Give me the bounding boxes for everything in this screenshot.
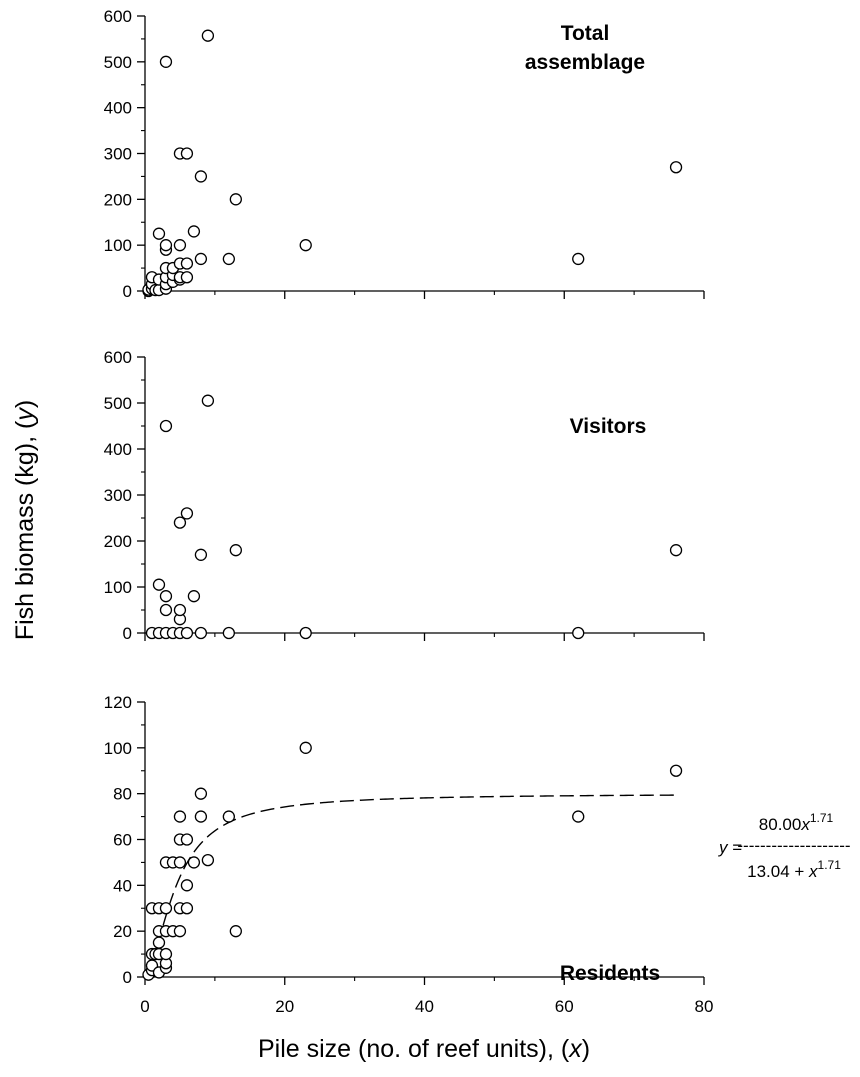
equation-numerator: 80.00x1.71 [759,811,834,834]
data-point [194,787,208,800]
data-point [173,239,187,252]
y-tick-label: 80 [113,785,132,804]
y-tick-label: 500 [104,394,132,413]
y-tick-label: 0 [123,968,132,987]
panel-3: 0 20 40 60 80 100 120 0 20 40 60 80 Residents [104,693,714,1016]
data-point [180,902,194,915]
data-point [187,590,201,603]
x-tick-label: 80 [695,997,714,1016]
y-tick-label: 300 [104,145,132,164]
panel-label: Total [561,22,610,45]
data-point [152,578,166,591]
data-point [180,257,194,270]
y-tick-label: 200 [104,190,132,209]
data-point [669,764,683,777]
y-tick-label: 0 [123,624,132,643]
data-point [299,741,312,754]
x-tick-label: 0 [140,997,149,1016]
data-point [194,626,208,640]
data-point [201,394,215,407]
data-point [180,879,194,892]
data-point [173,516,187,529]
panel-label: assemblage [525,51,645,74]
y-axis-title: Fish biomass (kg), (y) [11,400,39,640]
x-tick-label: 60 [555,997,574,1016]
data-point [194,170,208,183]
x-axis-title: Pile size (no. of reef units), (x) [258,1035,590,1063]
x-tick-label: 40 [415,997,434,1016]
y-tick-label: 100 [104,739,132,758]
data-point [222,252,236,266]
data-point [159,590,173,603]
data-point [187,856,201,869]
y-tick-label: 100 [104,578,132,597]
y-tick-label: 20 [113,922,132,941]
data-point [229,193,242,206]
panel-label: Visitors [570,415,647,438]
data-point [669,161,683,174]
data-point [159,239,173,252]
equation-lhs: y = [718,838,742,857]
x-tick-label: 20 [275,997,294,1016]
y-tick-label: 600 [104,7,132,26]
data-point [180,507,194,520]
data-point [180,271,194,284]
data-point [201,853,215,867]
data-point [173,856,187,869]
data-point [159,419,173,433]
data-point [201,29,215,42]
data-point [299,239,312,252]
data-point [180,833,194,846]
data-point [173,603,187,617]
data-point [152,936,166,949]
data-point [299,626,312,640]
y-tick-label: 400 [104,440,132,459]
data-point [229,544,242,557]
y-tick-label: 60 [113,831,132,850]
data-point [572,810,585,823]
data-point [572,626,585,640]
data-point [222,810,236,823]
y-tick-label: 200 [104,532,132,551]
data-point [222,626,236,640]
data-point [572,252,585,266]
equation-denominator: 13.04 + x1.71 [747,858,841,881]
data-point [173,925,187,938]
data-point [159,603,173,617]
data-point [669,544,683,557]
y-tick-label: 120 [104,693,132,712]
y-tick-label: 300 [104,486,132,505]
data-point [180,626,194,640]
fit-curve [151,794,677,965]
fit-equation: y = 80.00x1.71 -------------------- 13.0… [718,811,851,881]
y-tick-label: 500 [104,53,132,72]
data-point [152,227,166,240]
data-point [187,225,201,238]
data-point [194,548,208,561]
data-point [173,810,187,823]
data-point [194,810,208,823]
y-tick-label: 600 [104,348,132,367]
y-tick-label: 40 [113,876,132,895]
panel-1: 0 100 200 300 400 500 600 Total assemblage [104,7,705,301]
data-point [229,925,242,938]
y-tick-label: 100 [104,236,132,255]
data-point [159,947,173,961]
panel-label: Residents [560,962,660,985]
data-point [159,55,173,68]
panel-2: 0 100 200 300 400 500 600 Visitors [104,348,705,643]
equation-fraction-bar: -------------------- [737,836,850,855]
data-point [159,902,173,915]
y-tick-label: 400 [104,99,132,118]
data-point [180,147,194,160]
data-point [194,252,208,266]
y-tick-label: 0 [123,282,132,301]
